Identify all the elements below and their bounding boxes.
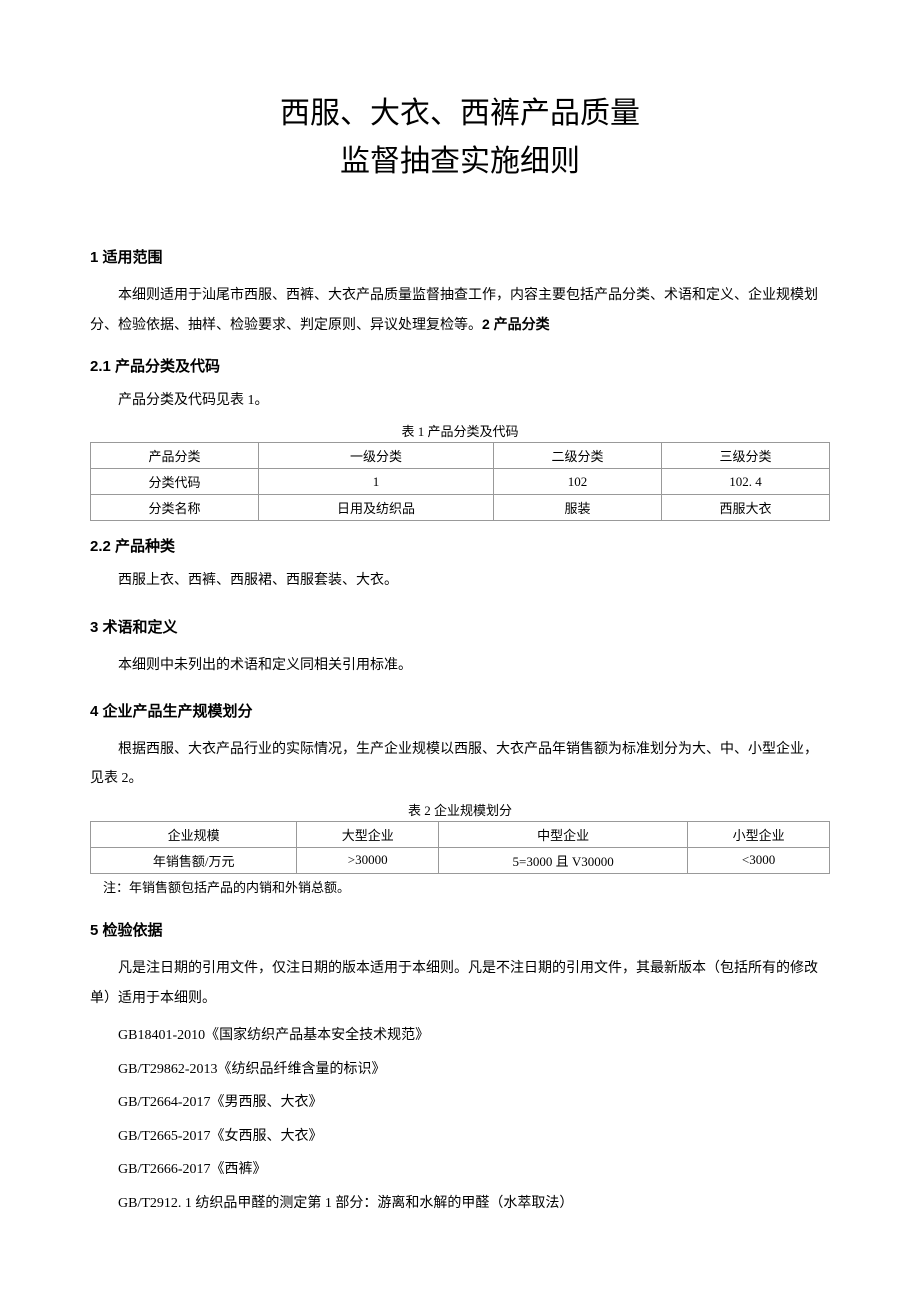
- reference-list: GB18401-2010《国家纺织产品基本安全技术规范》 GB/T29862-2…: [90, 1019, 830, 1221]
- table-2-caption: 表 2 企业规模划分: [90, 800, 830, 819]
- reference-item: GB/T2912. 1 纺织品甲醛的测定第 1 部分：游离和水解的甲醛（水萃取法…: [90, 1187, 830, 1221]
- table-cell: <3000: [688, 847, 830, 873]
- section-5-heading: 5 检验依据: [90, 919, 830, 940]
- table-row: 产品分类 一级分类 二级分类 三级分类: [91, 443, 830, 469]
- section-4-heading: 4 企业产品生产规模划分: [90, 700, 830, 721]
- table-cell: 中型企业: [439, 821, 688, 847]
- table-cell: 102. 4: [662, 469, 830, 495]
- table-cell: 一级分类: [258, 443, 493, 469]
- section-2-1-para: 产品分类及代码见表 1。: [90, 386, 830, 415]
- table-cell: 西服大衣: [662, 495, 830, 521]
- section-4-para: 根据西服、大衣产品行业的实际情况，生产企业规模以西服、大衣产品年销售额为标准划分…: [90, 735, 830, 794]
- title-line-2: 监督抽查实施细则: [90, 138, 830, 186]
- table-2: 企业规模 大型企业 中型企业 小型企业 年销售额/万元 >30000 5=300…: [90, 821, 830, 874]
- section-2-heading-inline: 2 产品分类: [482, 316, 550, 332]
- reference-item: GB/T29862-2013《纺织品纤维含量的标识》: [90, 1053, 830, 1087]
- table-cell: 企业规模: [91, 821, 297, 847]
- section-3-para: 本细则中未列出的术语和定义同相关引用标准。: [90, 651, 830, 680]
- table-cell: 5=3000 且 V30000: [439, 847, 688, 873]
- section-2-1-heading: 2.1 产品分类及代码: [90, 355, 830, 376]
- table-cell: 日用及纺织品: [258, 495, 493, 521]
- table-cell: 分类代码: [91, 469, 259, 495]
- table-1-caption: 表 1 产品分类及代码: [90, 421, 830, 440]
- table-cell: 服装: [494, 495, 662, 521]
- table-row: 分类名称 日用及纺织品 服装 西服大衣: [91, 495, 830, 521]
- table-row: 企业规模 大型企业 中型企业 小型企业: [91, 821, 830, 847]
- section-1-text: 本细则适用于汕尾市西服、西裤、大衣产品质量监督抽查工作，内容主要包括产品分类、术…: [90, 288, 818, 333]
- table-cell: 二级分类: [494, 443, 662, 469]
- section-1-heading: 1 适用范围: [90, 246, 830, 267]
- table-cell: 产品分类: [91, 443, 259, 469]
- reference-item: GB/T2664-2017《男西服、大衣》: [90, 1086, 830, 1120]
- table-cell: >30000: [297, 847, 439, 873]
- reference-item: GB/T2666-2017《西裤》: [90, 1153, 830, 1187]
- section-3-heading: 3 术语和定义: [90, 616, 830, 637]
- table-row: 分类代码 1 102 102. 4: [91, 469, 830, 495]
- table-cell: 小型企业: [688, 821, 830, 847]
- title-line-1: 西服、大衣、西裤产品质量: [90, 90, 830, 138]
- reference-item: GB/T2665-2017《女西服、大衣》: [90, 1120, 830, 1154]
- table-cell: 1: [258, 469, 493, 495]
- table-row: 年销售额/万元 >30000 5=3000 且 V30000 <3000: [91, 847, 830, 873]
- table-cell: 分类名称: [91, 495, 259, 521]
- section-2-2-para: 西服上衣、西裤、西服裙、西服套装、大衣。: [90, 566, 830, 595]
- table-1: 产品分类 一级分类 二级分类 三级分类 分类代码 1 102 102. 4 分类…: [90, 442, 830, 521]
- document-title: 西服、大衣、西裤产品质量 监督抽查实施细则: [90, 90, 830, 186]
- reference-item: GB18401-2010《国家纺织产品基本安全技术规范》: [90, 1019, 830, 1053]
- table-cell: 三级分类: [662, 443, 830, 469]
- table-cell: 102: [494, 469, 662, 495]
- section-2-2-heading: 2.2 产品种类: [90, 535, 830, 556]
- table-cell: 年销售额/万元: [91, 847, 297, 873]
- table-cell: 大型企业: [297, 821, 439, 847]
- table-2-note: 注：年销售额包括产品的内销和外销总额。: [90, 876, 830, 899]
- section-1-para: 本细则适用于汕尾市西服、西裤、大衣产品质量监督抽查工作，内容主要包括产品分类、术…: [90, 281, 830, 341]
- section-5-para: 凡是注日期的引用文件，仅注日期的版本适用于本细则。凡是不注日期的引用文件，其最新…: [90, 954, 830, 1013]
- document-page: 西服、大衣、西裤产品质量 监督抽查实施细则 1 适用范围 本细则适用于汕尾市西服…: [0, 0, 920, 1301]
